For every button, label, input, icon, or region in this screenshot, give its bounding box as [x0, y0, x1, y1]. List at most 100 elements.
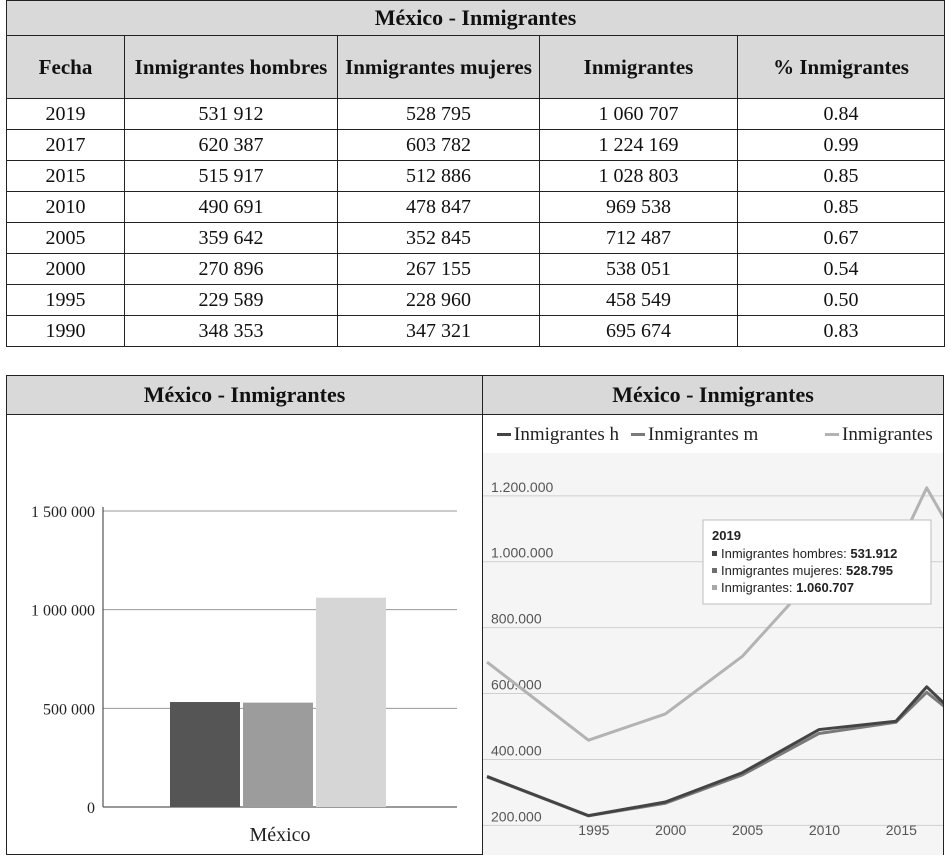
y-tick-label: 200.000 — [491, 808, 542, 824]
tooltip-label: Inmigrantes: — [721, 580, 796, 595]
table-cell: 458 549 — [539, 284, 738, 316]
table-cell: 528 795 — [337, 98, 540, 130]
table-cell: 695 674 — [539, 315, 738, 347]
table-row: 1990 348 353 347 321 695 674 0.83 — [6, 315, 946, 347]
immigrants-table: México - Inmigrantes Fecha Inmigrantes h… — [5, 0, 946, 347]
column-header: Inmigrantes — [539, 35, 738, 99]
tooltip-label: Inmigrantes mujeres: — [721, 563, 846, 578]
column-header: % Inmigrantes — [736, 35, 946, 99]
table-cell: 515 917 — [124, 160, 338, 192]
table-cell: 531 912 — [124, 98, 338, 130]
table-cell: 0.83 — [736, 315, 946, 347]
line-chart-title: México - Inmigrantes — [483, 375, 943, 415]
tooltip-value: 528.795 — [846, 563, 893, 578]
tooltip-label: Inmigrantes hombres: — [721, 546, 850, 561]
table-cell: 603 782 — [337, 129, 540, 161]
table-cell: 969 538 — [539, 191, 738, 223]
table-row: 2017 620 387 603 782 1 224 169 0.99 — [6, 129, 946, 161]
table-title: México - Inmigrantes — [5, 0, 946, 36]
table-row: 2015 515 917 512 886 1 028 803 0.85 — [6, 160, 946, 192]
x-tick-label: 2015 — [886, 822, 917, 838]
x-tick-label: 2005 — [732, 822, 763, 838]
tooltip-swatch — [712, 551, 717, 556]
table-cell: 2019 — [6, 98, 125, 130]
table-cell: 2010 — [6, 191, 125, 223]
table-cell: 270 896 — [124, 253, 338, 285]
bar — [316, 597, 386, 807]
legend-label: Inmigrantes m — [648, 424, 759, 445]
table-cell: 0.99 — [736, 129, 946, 161]
table-cell: 712 487 — [539, 222, 738, 254]
table-cell: 1990 — [6, 315, 125, 347]
table-cell: 478 847 — [337, 191, 540, 223]
y-tick-label: 1 000 000 — [31, 603, 95, 620]
charts-area: México - Inmigrantes 0 500 000 1 000 000 1 … — [6, 375, 950, 855]
bar-chart-title: México - Inmigrantes — [7, 375, 482, 415]
bar — [170, 702, 240, 807]
table-cell: 2015 — [6, 160, 125, 192]
table-cell: 2005 — [6, 222, 125, 254]
x-tick-label: 1995 — [578, 822, 609, 838]
table-cell: 0.50 — [736, 284, 946, 316]
y-tick-label: 0 — [87, 800, 95, 817]
table-cell: 1 028 803 — [539, 160, 738, 192]
table-body: 2019 531 912 528 795 1 060 707 0.84 2017 620 3… — [6, 98, 946, 347]
tooltip-line: Inmigrantes mujeres: 528.795 — [721, 563, 893, 578]
table-cell: 0.54 — [736, 253, 946, 285]
series-line — [486, 486, 950, 742]
y-tick-label: 500 000 — [43, 701, 95, 718]
plot-background — [483, 453, 943, 855]
table-cell: 229 589 — [124, 284, 338, 316]
x-category-label: México — [249, 824, 310, 846]
table-row: 2000 270 896 267 155 538 051 0.54 — [6, 253, 946, 285]
table-cell: 0.84 — [736, 98, 946, 130]
table-cell: 1 224 169 — [539, 129, 738, 161]
bar-chart-panel: México - Inmigrantes 0 500 000 1 000 000 1 … — [6, 375, 483, 855]
table-cell: 620 387 — [124, 129, 338, 161]
y-tick-label: 1.000.000 — [491, 545, 553, 561]
tooltip-line: Inmigrantes: 1.060.707 — [721, 580, 854, 595]
tooltip-value: 531.912 — [850, 546, 897, 561]
column-header: Inmigrantes mujeres — [337, 35, 540, 99]
table-cell: 512 886 — [337, 160, 540, 192]
table-cell: 348 353 — [124, 315, 338, 347]
legend-label: Inmigrantes h — [514, 424, 620, 445]
table-cell: 2017 — [6, 129, 125, 161]
table-row: 2005 359 642 352 845 712 487 0.67 — [6, 222, 946, 254]
tooltip-line: Inmigrantes hombres: 531.912 — [721, 546, 897, 561]
x-tick-label: 2010 — [809, 822, 840, 838]
table-cell: 2000 — [6, 253, 125, 285]
legend-swatch — [825, 433, 839, 436]
legend-swatch — [497, 433, 511, 436]
column-header: Fecha — [6, 35, 125, 99]
table-cell: 0.67 — [736, 222, 946, 254]
table-cell: 1 060 707 — [539, 98, 738, 130]
tooltip-title: 2019 — [712, 528, 741, 543]
legend-swatch — [631, 433, 645, 436]
tooltip-swatch — [712, 585, 717, 590]
y-tick-label: 800.000 — [491, 611, 542, 627]
table-row: 1995 229 589 228 960 458 549 0.50 — [6, 284, 946, 316]
table-cell: 347 321 — [337, 315, 540, 347]
table-cell: 228 960 — [337, 284, 540, 316]
series-line — [486, 685, 950, 818]
y-tick-label: 400.000 — [491, 742, 542, 758]
table-cell: 267 155 — [337, 253, 540, 285]
line-chart: Inmigrantes h Inmigrantes m Inmigrantes 200… — [483, 424, 950, 855]
table-cell: 0.85 — [736, 160, 946, 192]
y-tick-label: 1.200.000 — [491, 479, 553, 495]
table-cell: 0.85 — [736, 191, 946, 223]
table-cell: 359 642 — [124, 222, 338, 254]
bar-chart: 0 500 000 1 000 000 1 500 000 México — [31, 504, 457, 846]
tooltip-box — [702, 519, 932, 605]
tooltip-swatch — [712, 568, 717, 573]
report-frame: México - Inmigrantes Fecha Inmigrantes h… — [5, 0, 950, 855]
table-cell: 538 051 — [539, 253, 738, 285]
legend-label: Inmigrantes — [842, 424, 933, 445]
line-chart-panel: México - Inmigrantes Inmigrantes h Inmigr… — [483, 375, 950, 855]
bar — [243, 702, 313, 807]
table-row: 2010 490 691 478 847 969 538 0.85 — [6, 191, 946, 223]
x-tick-label: 2000 — [655, 822, 686, 838]
table-cell: 490 691 — [124, 191, 338, 223]
